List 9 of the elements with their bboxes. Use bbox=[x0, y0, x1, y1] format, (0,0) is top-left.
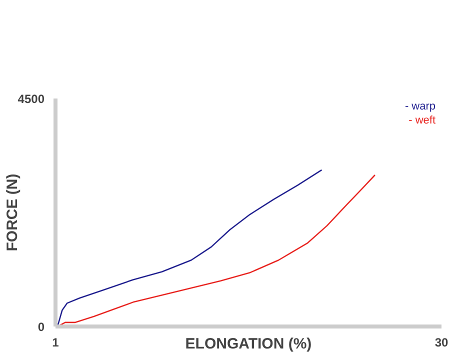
x-tick-label: 1 bbox=[52, 336, 60, 350]
y-tick-label: 4500 bbox=[18, 92, 45, 106]
text: - warp bbox=[404, 100, 436, 112]
y-axis-title: FORCE (N) bbox=[4, 174, 21, 252]
x-axis-title: ELONGATION (%) bbox=[185, 336, 312, 352]
text: - weft bbox=[408, 114, 436, 126]
line-series bbox=[56, 169, 322, 326]
x-tick-label: 30 bbox=[434, 336, 448, 350]
y-tick-label: 0 bbox=[38, 320, 45, 334]
